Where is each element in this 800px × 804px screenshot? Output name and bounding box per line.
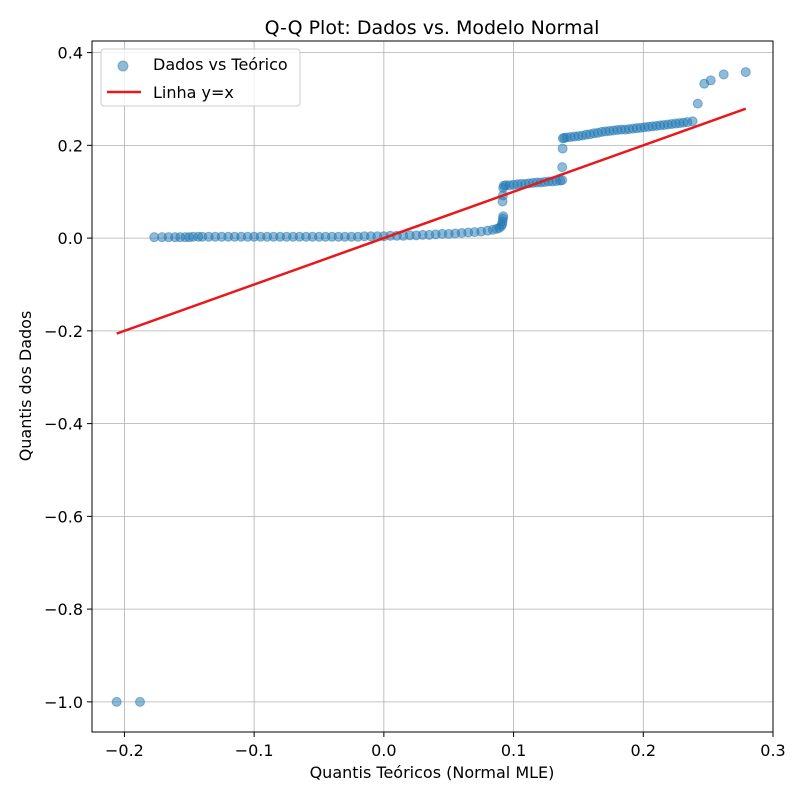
data-point	[718, 69, 729, 80]
y-tick-label: 0.4	[58, 44, 83, 63]
legend-box	[100, 48, 301, 107]
legend-scatter-marker	[117, 60, 129, 72]
data-point	[687, 116, 698, 127]
y-tick-label: 0.0	[58, 229, 83, 248]
y-tick-label: −0.8	[44, 600, 83, 619]
data-point	[557, 175, 568, 186]
data-point	[498, 211, 509, 222]
data-point	[134, 696, 145, 707]
grid-lines	[92, 41, 774, 732]
y-tick-label: −0.2	[44, 322, 83, 341]
x-tick-label: −0.2	[105, 741, 144, 760]
data-point	[111, 696, 122, 707]
legend-label-line: Linha y=x	[153, 83, 234, 102]
reference-line-layer	[116, 107, 747, 335]
data-point	[740, 67, 751, 78]
x-axis-label: Quantis Teóricos (Normal MLE)	[310, 763, 555, 782]
data-point	[705, 75, 716, 86]
x-tick-label: 0.0	[371, 741, 396, 760]
y-tick-label: 0.2	[58, 136, 83, 155]
data-point	[557, 162, 568, 173]
x-tick-label: −0.1	[235, 741, 274, 760]
axis-ticks: −0.2 −0.1 0.0 0.1 0.2 0.3 −1.0 −0.8 −0.6 −0.4 −0.2…	[44, 44, 786, 760]
legend: Dados vs Teórico Linha y=x	[100, 48, 301, 107]
y-axis-label: Quantis dos Dados	[16, 311, 35, 462]
scatter-points	[111, 67, 751, 707]
data-point	[692, 98, 703, 109]
x-tick-label: 0.3	[760, 741, 785, 760]
x-tick-label: 0.2	[631, 741, 656, 760]
x-tick-label: 0.1	[501, 741, 526, 760]
y-tick-label: −1.0	[44, 693, 83, 712]
chart-title: Q-Q Plot: Dados vs. Modelo Normal	[265, 17, 600, 39]
data-point	[557, 143, 568, 154]
y-tick-label: −0.4	[44, 415, 83, 434]
reference-line-y-equals-x	[116, 107, 747, 335]
legend-label-scatter: Dados vs Teórico	[153, 55, 288, 74]
plot-frame	[91, 40, 774, 733]
y-tick-label: −0.6	[44, 507, 83, 526]
